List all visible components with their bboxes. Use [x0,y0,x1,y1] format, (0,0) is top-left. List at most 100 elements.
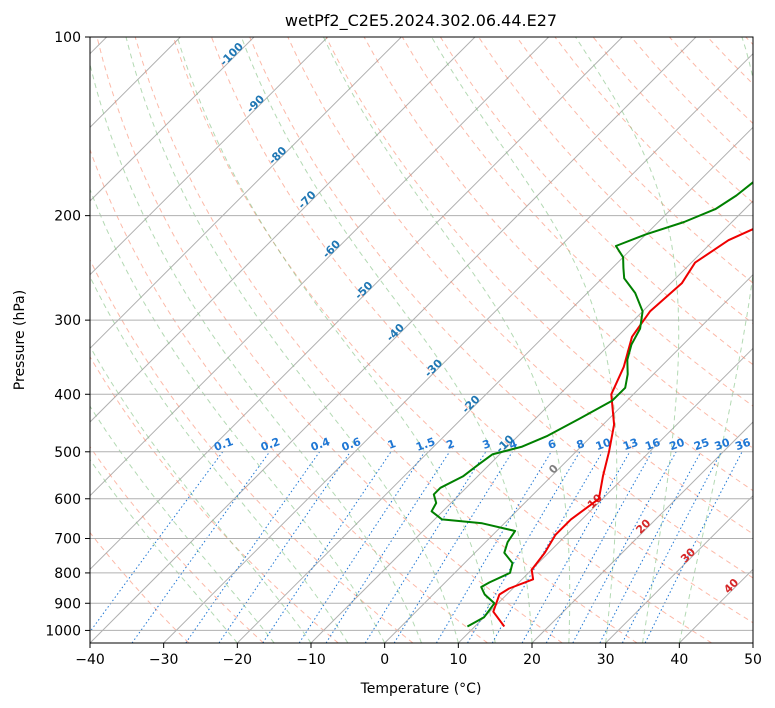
plot-frame [89,36,754,644]
dry-adiabat [90,531,190,643]
x-tick-label: 10 [449,652,467,668]
temperature-profile [492,228,753,628]
mixing-ratio-line [545,451,653,643]
mixing-ratio-label: 8 [575,437,587,452]
mixing-ratio-line [131,451,271,643]
isotherm-line [90,37,623,571]
dry-adiabat-label: -90 [244,92,267,115]
mixing-ratio-line [644,451,743,643]
isotherm-line [90,37,255,202]
y-tick-label: 100 [54,30,81,46]
mixing-ratio-line [599,451,702,643]
y-tick-label: 300 [54,313,81,329]
x-tick-label: −40 [75,652,105,668]
dry-adiabat [96,37,563,643]
chart-title: wetPf2_C2E5.2024.302.06.44.E27 [285,11,557,31]
mixing-ratio-label: 10 [594,436,613,454]
y-tick-label: 400 [54,387,81,403]
moist-adiabat [125,37,459,643]
dry-adiabat [554,37,753,244]
isotherm-line [457,347,753,643]
x-tick-label: −20 [223,652,253,668]
dry-adiabat [90,148,488,643]
moist-adiabat [90,62,422,643]
x-tick-label: −10 [296,652,326,668]
y-axis-label: Pressure (hPa) [12,290,28,390]
dry-adiabat-label: -50 [352,279,375,302]
mixing-ratio-line [364,451,487,643]
dry-adiabat [90,445,264,643]
dry-adiabat-label: -20 [459,393,482,416]
isotherm-line [90,37,476,423]
dry-adiabat [172,37,712,643]
moist-adiabat [90,345,312,643]
mixing-ratio-line [185,451,321,643]
isotherm-line [531,421,753,643]
mixing-ratio-line [435,451,552,643]
mixing-ratio-label: 13 [621,436,640,453]
mixing-ratio-line [467,451,581,643]
x-tick-label: 40 [670,652,688,668]
moist-adiabat [90,405,275,643]
dry-adiabat [478,37,753,325]
mixing-ratio-label: 36 [734,436,753,454]
mixing-ratio-line [218,451,351,643]
dry-adiabat-label: 40 [721,576,741,596]
mixing-ratio-label: 0.1 [212,435,235,454]
x-tick-label: 20 [523,652,541,668]
mixing-ratio-label: 6 [546,437,558,452]
isotherm-line [605,494,753,643]
x-tick-label: 50 [744,652,762,668]
dry-adiabat [134,37,638,643]
dry-adiabat [439,37,753,366]
y-tick-label: 900 [54,596,81,612]
mixing-ratio-line [521,451,631,643]
mixing-ratio-label: 30 [713,436,732,454]
mixing-ratio-label: 25 [692,436,711,453]
x-tick-label: −30 [149,652,179,668]
x-tick-label: 0 [380,652,389,668]
moist-adiabat [90,188,386,643]
dry-adiabat [249,37,753,579]
x-tick-label: 30 [597,652,615,668]
dry-adiabat-label: -70 [295,188,318,211]
isotherm-line [90,37,550,497]
y-tick-label: 200 [54,209,81,225]
mixing-ratio-line [90,451,224,633]
isotherm-line [752,642,753,643]
moist-adiabat [575,37,680,643]
y-tick-label: 500 [54,445,81,461]
mixing-ratio-label: 2 [445,437,457,452]
mixing-ratio-label: 1.5 [414,435,437,454]
x-axis-label: Temperature (°C) [360,681,482,697]
dry-adiabat [516,37,753,284]
isotherm-line [310,200,753,643]
dry-adiabat [401,37,753,407]
mixing-ratio-line [262,451,392,643]
mixing-ratio-line [325,451,451,643]
mixing-ratio-line [298,451,426,643]
dry-adiabat-label: 30 [678,545,698,565]
y-tick-label: 1000 [45,623,81,639]
dry-adiabat [745,37,753,46]
mixing-ratio-line [572,451,677,643]
dry-adiabat [707,37,753,85]
moist-adiabat [431,37,618,643]
moist-adiabat [240,37,533,643]
isotherm-line [163,52,753,643]
dry-adiabat [90,258,414,643]
mixing-ratio-label: 16 [643,436,662,454]
mixing-ratio-label: 0.6 [340,435,363,454]
isotherm-line [384,273,753,643]
y-tick-label: 600 [54,492,81,508]
dry-adiabat-label: -40 [384,321,407,344]
mixing-ratio-label: 0.2 [259,435,282,454]
y-tick-label: 800 [54,566,81,582]
dry-adiabat-label: -100 [217,40,246,69]
dry-adiabat-label: -30 [422,356,445,379]
moist-adiabat [90,275,349,643]
moist-adiabat [176,37,496,643]
mixing-ratio-label: 4 [507,437,519,452]
mixing-ratio-label: 3 [481,437,493,452]
